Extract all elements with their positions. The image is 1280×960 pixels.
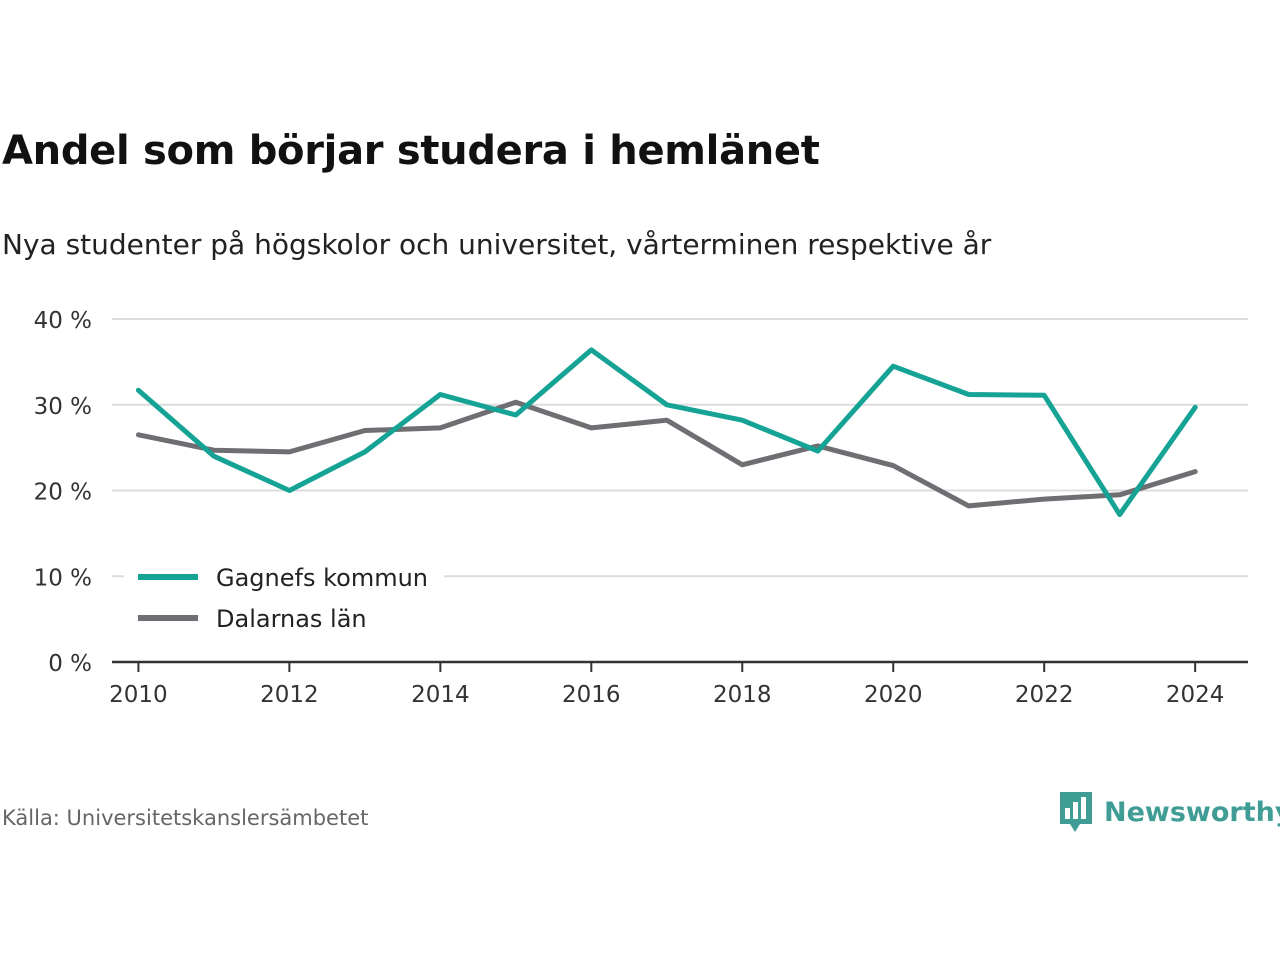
x-tick-label: 2018 [713, 682, 772, 708]
y-tick-label: 40 % [34, 308, 92, 334]
series-line [135, 347, 1198, 517]
y-tick-label: 0 % [48, 651, 92, 677]
legend-label: Gagnefs kommun [216, 564, 428, 592]
legend: Gagnefs kommun Dalarnas län [124, 557, 444, 636]
chart-subtitle: Nya studenter på högskolor och universit… [2, 228, 992, 261]
y-tick-label: 20 % [34, 480, 92, 506]
x-axis: 2010 2012 2014 2016 2018 2020 2022 2024 [109, 660, 1248, 708]
x-tick-label: 2010 [109, 682, 168, 708]
brand-logo: Newsworthy [1058, 790, 1280, 834]
x-tick-label: 2022 [1015, 682, 1074, 708]
brand-name: Newsworthy [1104, 796, 1280, 828]
x-tick-label: 2020 [864, 682, 923, 708]
legend-label: Dalarnas län [216, 605, 367, 633]
series-lines [135, 347, 1198, 517]
x-tick-label: 2024 [1166, 682, 1225, 708]
y-axis-ticks: 0 % 10 % 20 % 30 % 40 % [34, 308, 92, 677]
y-tick-label: 30 % [34, 394, 92, 420]
series-line [135, 399, 1198, 509]
source-note: Källa: Universitetskanslersämbetet [2, 806, 369, 830]
x-tick-label: 2012 [260, 682, 319, 708]
y-tick-label: 10 % [34, 565, 92, 591]
x-tick-label: 2016 [562, 682, 621, 708]
chart-title: Andel som börjar studera i hemlänet [2, 128, 820, 174]
bar-chart-speech-bubble-icon [1060, 792, 1092, 832]
x-tick-label: 2014 [411, 682, 470, 708]
